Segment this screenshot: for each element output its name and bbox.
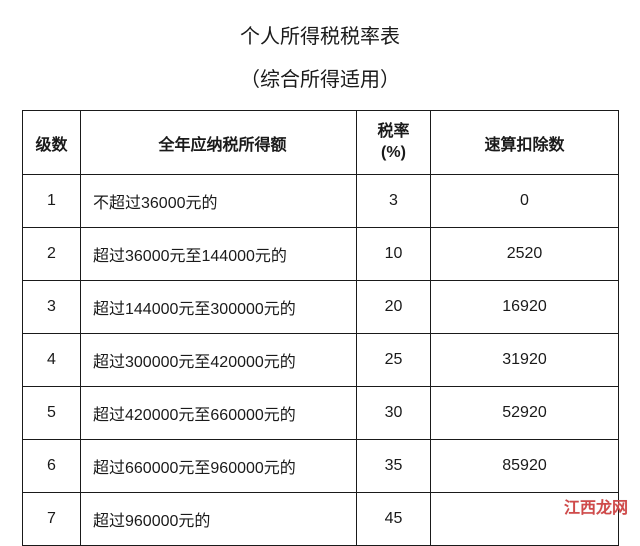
header-level: 级数	[23, 111, 81, 175]
tax-rate-table: 级数 全年应纳税所得额 税率 (%) 速算扣除数 1 不超过36000元的 3 …	[22, 110, 619, 546]
cell-rate: 30	[357, 387, 431, 440]
cell-deduct: 2520	[431, 228, 619, 281]
cell-income: 超过144000元至300000元的	[81, 281, 357, 334]
cell-level: 3	[23, 281, 81, 334]
cell-rate: 25	[357, 334, 431, 387]
cell-rate: 10	[357, 228, 431, 281]
table-row: 2 超过36000元至144000元的 10 2520	[23, 228, 619, 281]
cell-deduct: 16920	[431, 281, 619, 334]
cell-deduct: 31920	[431, 334, 619, 387]
table-row: 7 超过960000元的 45	[23, 493, 619, 546]
page-subtitle: （综合所得适用）	[22, 63, 618, 92]
cell-deduct: 52920	[431, 387, 619, 440]
cell-rate: 35	[357, 440, 431, 493]
cell-level: 2	[23, 228, 81, 281]
cell-income: 不超过36000元的	[81, 175, 357, 228]
cell-deduct: 85920	[431, 440, 619, 493]
table-row: 5 超过420000元至660000元的 30 52920	[23, 387, 619, 440]
cell-income: 超过660000元至960000元的	[81, 440, 357, 493]
cell-deduct: 0	[431, 175, 619, 228]
table-header-row: 级数 全年应纳税所得额 税率 (%) 速算扣除数	[23, 111, 619, 175]
cell-income: 超过960000元的	[81, 493, 357, 546]
cell-level: 6	[23, 440, 81, 493]
cell-level: 5	[23, 387, 81, 440]
table-row: 3 超过144000元至300000元的 20 16920	[23, 281, 619, 334]
table-row: 4 超过300000元至420000元的 25 31920	[23, 334, 619, 387]
cell-income: 超过420000元至660000元的	[81, 387, 357, 440]
cell-income: 超过36000元至144000元的	[81, 228, 357, 281]
page-title: 个人所得税税率表	[22, 20, 618, 49]
cell-rate: 45	[357, 493, 431, 546]
header-rate-line2: (%)	[361, 143, 426, 164]
header-income: 全年应纳税所得额	[81, 111, 357, 175]
cell-level: 4	[23, 334, 81, 387]
table-row: 6 超过660000元至960000元的 35 85920	[23, 440, 619, 493]
header-rate-line1: 税率	[361, 122, 426, 143]
header-deduct: 速算扣除数	[431, 111, 619, 175]
cell-level: 7	[23, 493, 81, 546]
table-body: 1 不超过36000元的 3 0 2 超过36000元至144000元的 10 …	[23, 175, 619, 546]
table-row: 1 不超过36000元的 3 0	[23, 175, 619, 228]
cell-level: 1	[23, 175, 81, 228]
cell-rate: 20	[357, 281, 431, 334]
header-rate: 税率 (%)	[357, 111, 431, 175]
cell-income: 超过300000元至420000元的	[81, 334, 357, 387]
watermark-text: 江西龙网	[564, 494, 628, 518]
cell-rate: 3	[357, 175, 431, 228]
